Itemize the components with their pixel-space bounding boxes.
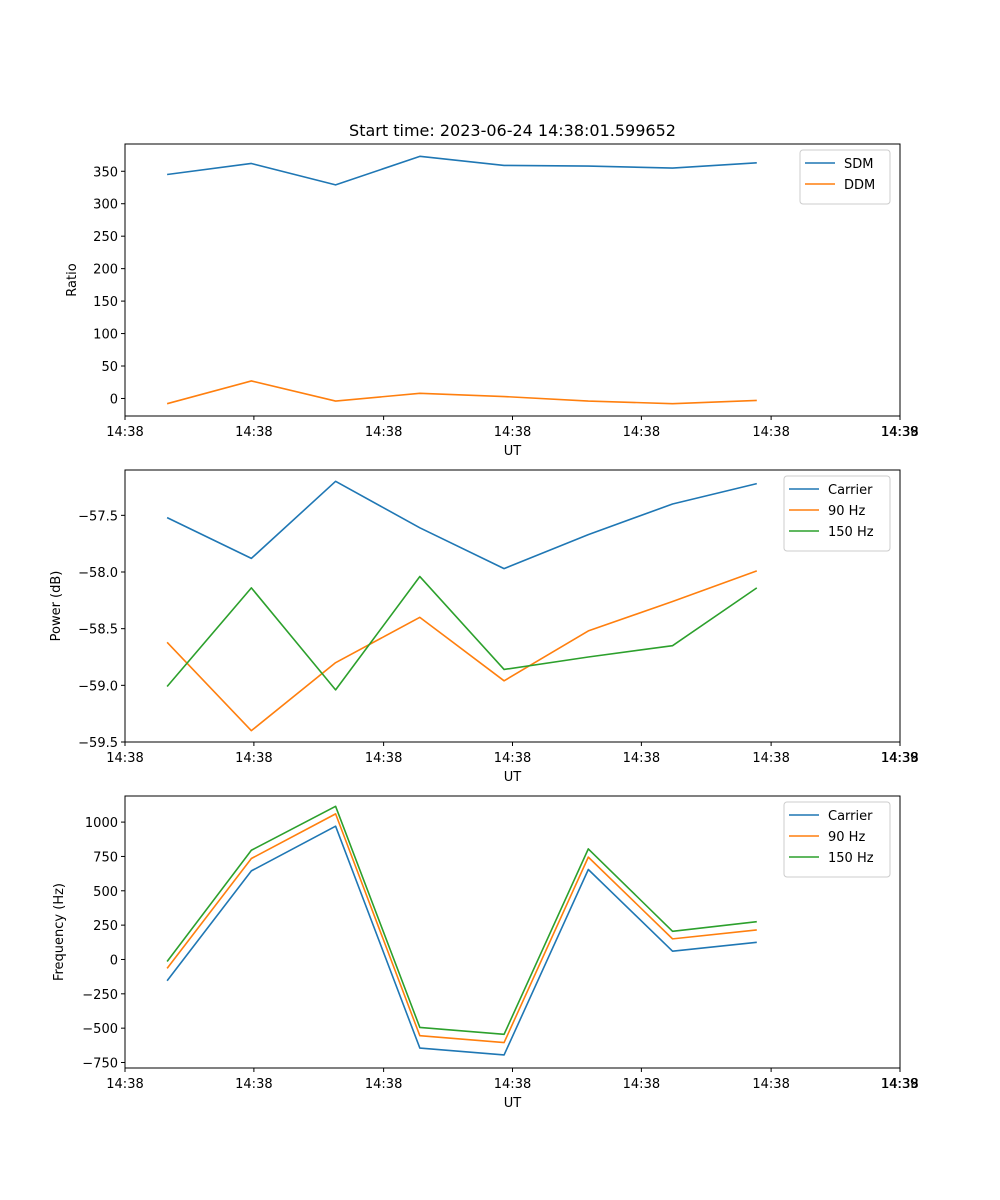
x-tick-label: 14:38 (235, 751, 272, 766)
x-axis-label: UT (504, 770, 522, 785)
x-tick-label: 14:38 (752, 751, 789, 766)
legend-box (783, 475, 891, 552)
legend-label: 90 Hz (828, 830, 865, 845)
y-axis-label: Power (dB) (49, 571, 64, 642)
series-line-ddm (166, 380, 757, 405)
y-tick-label: 250 (93, 230, 118, 245)
x-tick-label: 14:38 (623, 751, 660, 766)
x-axis-label: UT (504, 1096, 522, 1111)
x-tick-label: 14:38 (494, 751, 531, 766)
legend-label: DDM (844, 178, 875, 193)
y-tick-label: 250 (93, 919, 118, 934)
x-tick-label: 14:38 (494, 425, 531, 440)
x-tick-label: 14:38 (494, 1077, 531, 1092)
x-tick-label: 14:38 (881, 751, 918, 766)
y-tick-label: 750 (93, 850, 118, 865)
x-tick-label: 14:38 (752, 425, 789, 440)
x-tick-label: 14:38 (623, 425, 660, 440)
x-tick-label: 14:39 (881, 425, 918, 440)
y-tick-label: −59.5 (78, 736, 118, 751)
series-line-carrier (166, 825, 757, 1056)
y-tick-label: 500 (93, 885, 118, 900)
y-tick-label: 350 (93, 165, 118, 180)
y-tick-label: 0 (110, 392, 118, 407)
series-line-sdm (167, 155, 757, 186)
legend-label: 90 Hz (828, 504, 865, 519)
y-tick-label: 200 (93, 263, 118, 278)
legend-box (783, 801, 891, 878)
series-line-carrier (166, 480, 757, 570)
series-line-150-hz (166, 575, 758, 691)
chart-panel-1: 14:38 14:38 14:38 14:38 14:38 14:38 14:3814:39… (65, 143, 919, 459)
chart-panel-2: 14:38 14:38 14:38 14:38 14:38 14:38 14:3814:39… (49, 469, 919, 785)
legend: SDM DDM (799, 149, 891, 205)
x-tick-label: 14:38 (752, 1077, 789, 1092)
legend: Carrier 90 Hz 150 Hz (783, 801, 891, 878)
y-tick-label: 150 (93, 295, 118, 310)
y-tick-label: −58.0 (78, 566, 118, 581)
x-tick-label: 14:38 (106, 425, 143, 440)
x-tick-label: 14:38 (235, 425, 272, 440)
y-tick-label: −500 (82, 1022, 118, 1037)
y-tick-label: 50 (101, 360, 118, 375)
y-tick-label: 300 (93, 198, 118, 213)
y-tick-label: 0 (110, 953, 118, 968)
series-line-90-hz (166, 813, 757, 1044)
x-tick-label: 14:38 (623, 1077, 660, 1092)
x-tick-label: 14:38 (235, 1077, 272, 1092)
y-tick-label: −57.5 (78, 509, 118, 524)
legend-label: SDM (844, 157, 873, 172)
y-tick-label: −59.0 (78, 679, 118, 694)
series-line-150-hz (166, 805, 757, 1036)
y-tick-label: 1000 (85, 816, 118, 831)
legend-label: Carrier (828, 483, 873, 498)
figure-title: Start time: 2023-06-24 14:38:01.599652 (349, 121, 676, 140)
x-tick-label: 14:38 (881, 425, 918, 440)
series-line-90-hz (166, 570, 758, 732)
y-tick-label: 100 (93, 328, 118, 343)
y-tick-label: −250 (82, 988, 118, 1003)
y-axis-label: Frequency (Hz) (52, 883, 67, 981)
x-tick-label: 14:39 (881, 751, 918, 766)
y-axis-label: Ratio (65, 263, 80, 296)
legend-label: 150 Hz (828, 851, 874, 866)
x-tick-label: 14:38 (365, 751, 402, 766)
x-tick-label: 14:38 (881, 1077, 918, 1092)
chart-panel-3: 14:38 14:38 14:38 14:38 14:38 14:38 14:3814:39… (52, 795, 919, 1111)
x-tick-label: 14:38 (106, 1077, 143, 1092)
x-tick-label: 14:38 (106, 751, 143, 766)
x-tick-label: 14:39 (881, 1077, 918, 1092)
y-tick-label: −750 (82, 1057, 118, 1072)
y-tick-label: −58.5 (78, 623, 118, 638)
x-tick-label: 14:38 (365, 1077, 402, 1092)
x-axis-label: UT (504, 444, 522, 459)
x-tick-label: 14:38 (365, 425, 402, 440)
legend-label: Carrier (828, 809, 873, 824)
legend-label: 150 Hz (828, 525, 874, 540)
legend: Carrier 90 Hz 150 Hz (783, 475, 891, 552)
